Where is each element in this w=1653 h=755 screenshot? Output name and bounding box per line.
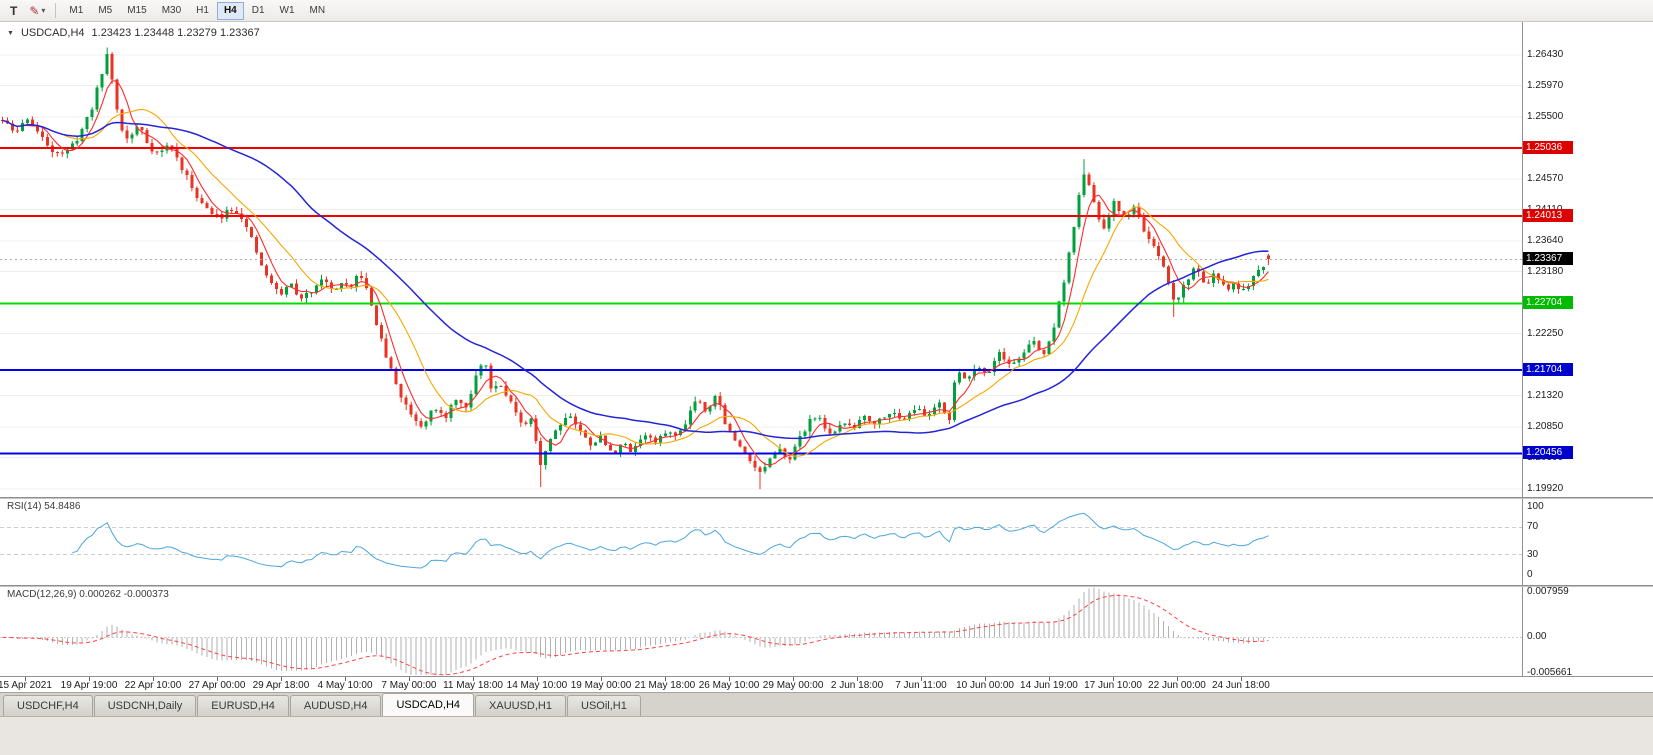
time-axis-label: 15 Apr 2021 <box>0 680 52 691</box>
chart-tab-eurusd[interactable]: EURUSD,H4 <box>197 695 289 716</box>
time-axis-label: 11 May 18:00 <box>443 680 503 691</box>
time-axis-label: 17 Jun 10:00 <box>1084 680 1142 691</box>
time-axis-tick <box>857 677 859 681</box>
time-axis-tick <box>408 677 410 681</box>
chart-tab-usdchf[interactable]: USDCHF,H4 <box>3 695 93 716</box>
time-axis-tick <box>217 677 219 681</box>
time-axis-label: 21 May 18:00 <box>634 680 696 691</box>
time-axis: 15 Apr 2021 19 Apr 19:00 22 Apr 10:00 27 Ap… <box>0 676 1653 692</box>
chart-tab-audusd[interactable]: AUDUSD,H4 <box>289 695 382 716</box>
pane-separator-macd[interactable] <box>0 585 1653 587</box>
timeframe-button-mn[interactable]: MN <box>303 2 333 20</box>
price-axis <box>1522 22 1653 676</box>
time-axis-tick <box>536 677 538 681</box>
time-axis-tick <box>89 677 91 681</box>
pencil-icon: ✎ <box>29 3 40 18</box>
time-axis-tick <box>1240 677 1242 681</box>
time-axis-label: 29 May 00:00 <box>762 680 824 691</box>
toolbar-separator <box>55 3 57 18</box>
time-axis-label: 22 Jun 00:00 <box>1148 680 1206 691</box>
time-axis-tick <box>345 677 347 681</box>
toolbar: T ✎ ▾ M1 M5 M15 M30 H1 H4 D1 W1 MN <box>0 0 1653 22</box>
macd-header: MACD(12,26,9) 0.000262 -0.000373 <box>7 589 169 600</box>
pane-separator-rsi[interactable] <box>0 497 1653 499</box>
time-axis-label: 22 Apr 10:00 <box>124 680 182 691</box>
chart-tab-bar: USDCHF,H4 USDCNH,Daily EURUSD,H4 AUDUSD,H4 U… <box>0 692 1653 716</box>
time-axis-label: 24 Jun 18:00 <box>1211 680 1270 691</box>
time-axis-label: 2 Jun 18:00 <box>830 680 884 691</box>
chart-tab-usoil[interactable]: USOil,H1 <box>567 695 641 716</box>
chart-title: ▼ USDCAD,H4 1.23423 1.23448 1.23279 1.23… <box>7 27 260 39</box>
chart-ohlc-values: 1.23423 1.23448 1.23279 1.23367 <box>91 27 260 39</box>
time-axis-label: 26 May 10:00 <box>698 680 760 691</box>
timeframe-button-m15[interactable]: M15 <box>120 2 153 20</box>
time-axis-tick <box>1048 677 1050 681</box>
chart-area[interactable]: 1.26430 1.25970 1.25500 1.24570 1.24110 1.236… <box>0 22 1653 678</box>
time-axis-label: 7 May 00:00 <box>381 680 437 691</box>
time-axis-tick <box>473 677 475 681</box>
time-axis-label: 27 Apr 00:00 <box>188 680 246 691</box>
timeframe-button-w1[interactable]: W1 <box>273 2 302 20</box>
time-axis-tick <box>920 677 922 681</box>
time-axis-tick <box>729 677 731 681</box>
time-axis-tick <box>24 677 26 681</box>
time-axis-tick <box>985 677 987 681</box>
time-axis-label: 4 May 10:00 <box>317 680 373 691</box>
time-axis-tick <box>664 677 666 681</box>
timeframe-group: M1 M5 M15 M30 H1 H4 D1 W1 MN <box>62 1 333 20</box>
time-axis-tick <box>793 677 795 681</box>
time-axis-tick <box>1176 677 1178 681</box>
time-axis-tick <box>152 677 154 681</box>
status-bar <box>0 716 1653 755</box>
timeframe-button-m30[interactable]: M30 <box>155 2 188 20</box>
time-axis-label: 14 May 10:00 <box>506 680 568 691</box>
chart-tab-usdcad[interactable]: USDCAD,H4 <box>382 693 475 716</box>
chart-tab-usdcnh[interactable]: USDCNH,Daily <box>93 695 197 716</box>
timeframe-button-h1[interactable]: H1 <box>189 2 216 20</box>
time-axis-label: 7 Jun 11:00 <box>895 680 947 691</box>
chart-tool-button[interactable]: T <box>4 1 23 20</box>
chart-symbol: USDCAD,H4 <box>20 27 85 39</box>
axis-separator <box>1522 22 1523 676</box>
timeframe-button-m5[interactable]: M5 <box>91 2 119 20</box>
time-axis-label: 19 May 00:00 <box>570 680 632 691</box>
time-axis-label: 29 Apr 18:00 <box>252 680 310 691</box>
time-axis-label: 19 Apr 19:00 <box>60 680 118 691</box>
chart-tool-icon: T <box>10 3 18 18</box>
timeframe-button-h4[interactable]: H4 <box>216 1 244 20</box>
time-axis-label: 14 Jun 19:00 <box>1020 680 1078 691</box>
chart-canvas[interactable] <box>0 22 1522 676</box>
rsi-header: RSI(14) 54.8486 <box>7 501 81 512</box>
collapse-triangle-icon: ▼ <box>7 29 14 37</box>
chart-tab-xauusd[interactable]: XAUUSD,H1 <box>475 695 566 716</box>
drawing-tool-button[interactable]: ✎ ▾ <box>23 1 51 20</box>
time-axis-tick <box>601 677 603 681</box>
time-axis-label: 10 Jun 00:00 <box>956 680 1014 691</box>
time-axis-tick <box>1113 677 1115 681</box>
dropdown-caret-icon: ▾ <box>41 6 46 15</box>
time-axis-tick <box>280 677 282 681</box>
timeframe-button-m1[interactable]: M1 <box>62 2 90 20</box>
timeframe-button-d1[interactable]: D1 <box>245 2 272 20</box>
